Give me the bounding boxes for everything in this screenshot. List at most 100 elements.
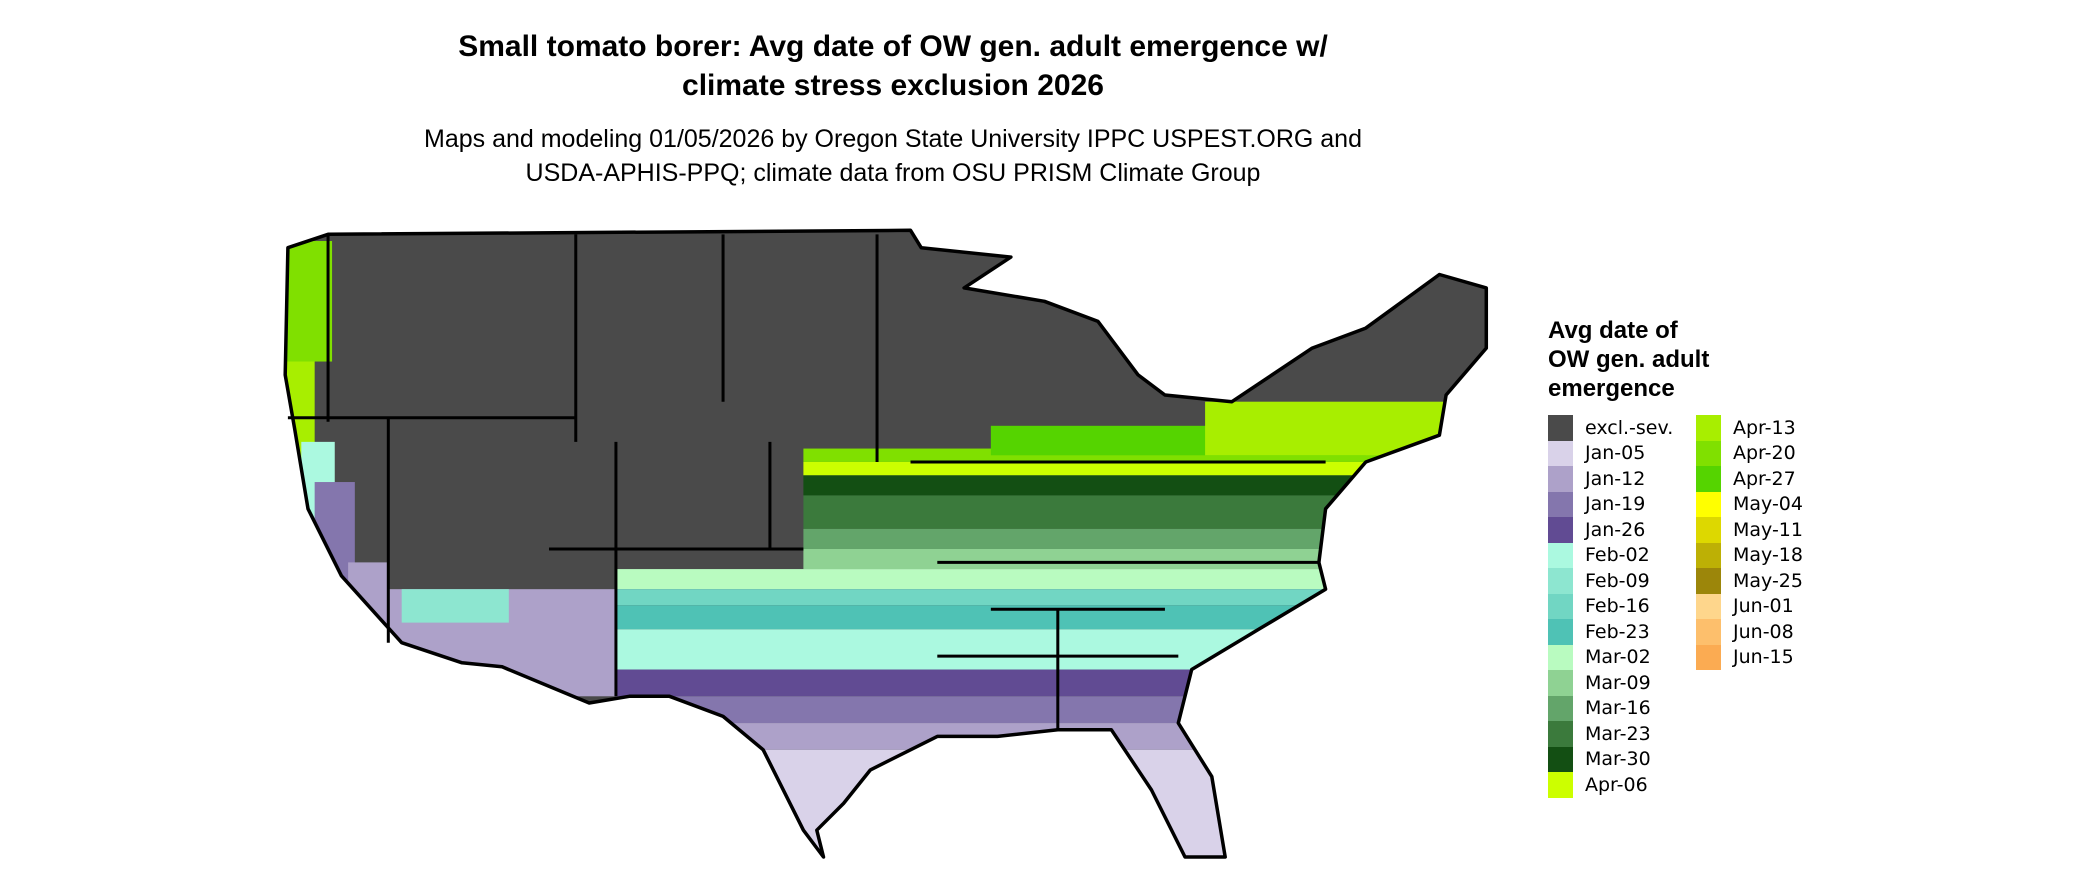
legend-item: Jan-19 xyxy=(1548,491,1696,517)
legend-item: Mar-30 xyxy=(1548,746,1696,772)
emergence-band xyxy=(615,589,1487,606)
legend-swatch xyxy=(1548,593,1573,619)
legend-label: May-11 xyxy=(1733,518,1803,541)
legend-item: Mar-16 xyxy=(1548,695,1696,721)
legend-title-line: Avg date of xyxy=(1548,317,1678,344)
emergence-band xyxy=(615,669,1487,697)
legend-swatch xyxy=(1696,568,1721,594)
legend-label: Jun-08 xyxy=(1733,620,1794,643)
legend-label: Mar-09 xyxy=(1585,671,1651,694)
legend-title: Avg date of OW gen. adult emergence xyxy=(1548,316,1748,403)
legend-swatch xyxy=(1548,491,1573,517)
legend-label: Jun-01 xyxy=(1733,595,1794,618)
legend-item: Feb-23 xyxy=(1548,619,1696,645)
legend-label: Jun-15 xyxy=(1733,646,1794,669)
legend-swatch xyxy=(1548,568,1573,594)
legend-label: Apr-20 xyxy=(1733,442,1796,465)
subtitle-line-2: USDA-APHIS-PPQ; climate data from OSU PR… xyxy=(525,159,1261,187)
legend-item: Apr-13 xyxy=(1696,415,1844,441)
legend-swatch xyxy=(1548,644,1573,670)
legend-item: Jun-15 xyxy=(1696,644,1844,670)
emergence-band xyxy=(615,749,1487,858)
legend-title-line: emergence xyxy=(1548,375,1675,402)
legend-label: Mar-30 xyxy=(1585,748,1651,771)
legend-label: May-04 xyxy=(1733,493,1803,516)
emergence-band xyxy=(803,475,1487,496)
legend-item: May-18 xyxy=(1696,542,1844,568)
legend-item: Feb-16 xyxy=(1548,593,1696,619)
legend-item: Apr-20 xyxy=(1696,440,1844,466)
legend-item: Apr-06 xyxy=(1548,772,1696,798)
legend-swatch xyxy=(1548,466,1573,492)
emergence-band xyxy=(803,461,1487,476)
legend-swatch xyxy=(1696,593,1721,619)
legend-label: Feb-16 xyxy=(1585,595,1650,618)
legend-swatch xyxy=(1696,466,1721,492)
legend-item: May-25 xyxy=(1696,568,1844,594)
legend-item: Mar-23 xyxy=(1548,721,1696,747)
legend-label: May-18 xyxy=(1733,544,1803,567)
map-title: Small tomato borer: Avg date of OW gen. … xyxy=(0,27,1786,105)
legend-swatch xyxy=(1696,440,1721,466)
legend-label: Mar-23 xyxy=(1585,722,1651,745)
legend-item: Mar-09 xyxy=(1548,670,1696,696)
legend-item: May-11 xyxy=(1696,517,1844,543)
legend-swatch xyxy=(1548,517,1573,543)
legend-column: excl.-sev. Jan-05 Jan-12 Jan-19 Jan-26 Feb-02… xyxy=(1548,415,1696,798)
legend-title-line: OW gen. adult xyxy=(1548,346,1710,373)
title-line-2: climate stress exclusion 2026 xyxy=(682,69,1104,102)
pacific-northwest-band xyxy=(285,241,333,362)
west-coast-band xyxy=(348,562,389,670)
legend-swatch xyxy=(1548,415,1573,441)
legend-label: Jan-05 xyxy=(1585,442,1646,465)
emergence-band xyxy=(803,548,1487,570)
legend-label: Jan-19 xyxy=(1585,493,1646,516)
legend-label: Mar-02 xyxy=(1585,646,1651,669)
legend-label: Jan-26 xyxy=(1585,518,1646,541)
legend-label: Jan-12 xyxy=(1585,467,1646,490)
legend-label: Feb-02 xyxy=(1585,544,1650,567)
legend-item: Feb-09 xyxy=(1548,568,1696,594)
emergence-band xyxy=(615,569,1487,590)
legend-label: excl.-sev. xyxy=(1585,416,1674,439)
legend-swatch xyxy=(1548,619,1573,645)
legend: Avg date of OW gen. adult emergence excl… xyxy=(1548,316,1844,798)
legend-swatch xyxy=(1548,746,1573,772)
legend-items: excl.-sev. Jan-05 Jan-12 Jan-19 Jan-26 Feb-02… xyxy=(1548,415,1844,798)
subtitle-line-1: Maps and modeling 01/05/2026 by Oregon S… xyxy=(424,125,1362,153)
legend-item: excl.-sev. xyxy=(1548,415,1696,441)
legend-swatch xyxy=(1548,542,1573,568)
legend-item: Feb-02 xyxy=(1548,542,1696,568)
legend-swatch xyxy=(1696,619,1721,645)
legend-swatch xyxy=(1696,491,1721,517)
emergence-band xyxy=(615,696,1487,724)
emergence-band xyxy=(615,629,1487,670)
legend-label: Apr-27 xyxy=(1733,467,1796,490)
legend-item: Apr-27 xyxy=(1696,466,1844,492)
legend-item: Jun-01 xyxy=(1696,593,1844,619)
legend-label: Apr-13 xyxy=(1733,416,1796,439)
map-subtitle: Maps and modeling 01/05/2026 by Oregon S… xyxy=(0,122,1786,190)
legend-swatch xyxy=(1548,670,1573,696)
legend-item: Jan-12 xyxy=(1548,466,1696,492)
us-outline xyxy=(283,228,1489,859)
emergence-band xyxy=(803,495,1487,529)
legend-swatch xyxy=(1548,772,1573,798)
legend-item: Mar-02 xyxy=(1548,644,1696,670)
legend-item: May-04 xyxy=(1696,491,1844,517)
legend-column: Apr-13 Apr-20 Apr-27 May-04 May-11 May-18 May-… xyxy=(1696,415,1844,798)
legend-swatch xyxy=(1548,695,1573,721)
legend-label: Apr-06 xyxy=(1585,773,1648,796)
title-line-1: Small tomato borer: Avg date of OW gen. … xyxy=(458,30,1328,63)
map-fill xyxy=(285,230,1487,858)
legend-swatch xyxy=(1696,517,1721,543)
legend-item: Jan-26 xyxy=(1548,517,1696,543)
legend-swatch xyxy=(1548,440,1573,466)
southwest-band xyxy=(401,589,509,623)
legend-label: Feb-09 xyxy=(1585,569,1650,592)
legend-label: May-25 xyxy=(1733,569,1803,592)
legend-swatch xyxy=(1548,721,1573,747)
emergence-band xyxy=(803,528,1487,549)
legend-item: Jun-08 xyxy=(1696,619,1844,645)
